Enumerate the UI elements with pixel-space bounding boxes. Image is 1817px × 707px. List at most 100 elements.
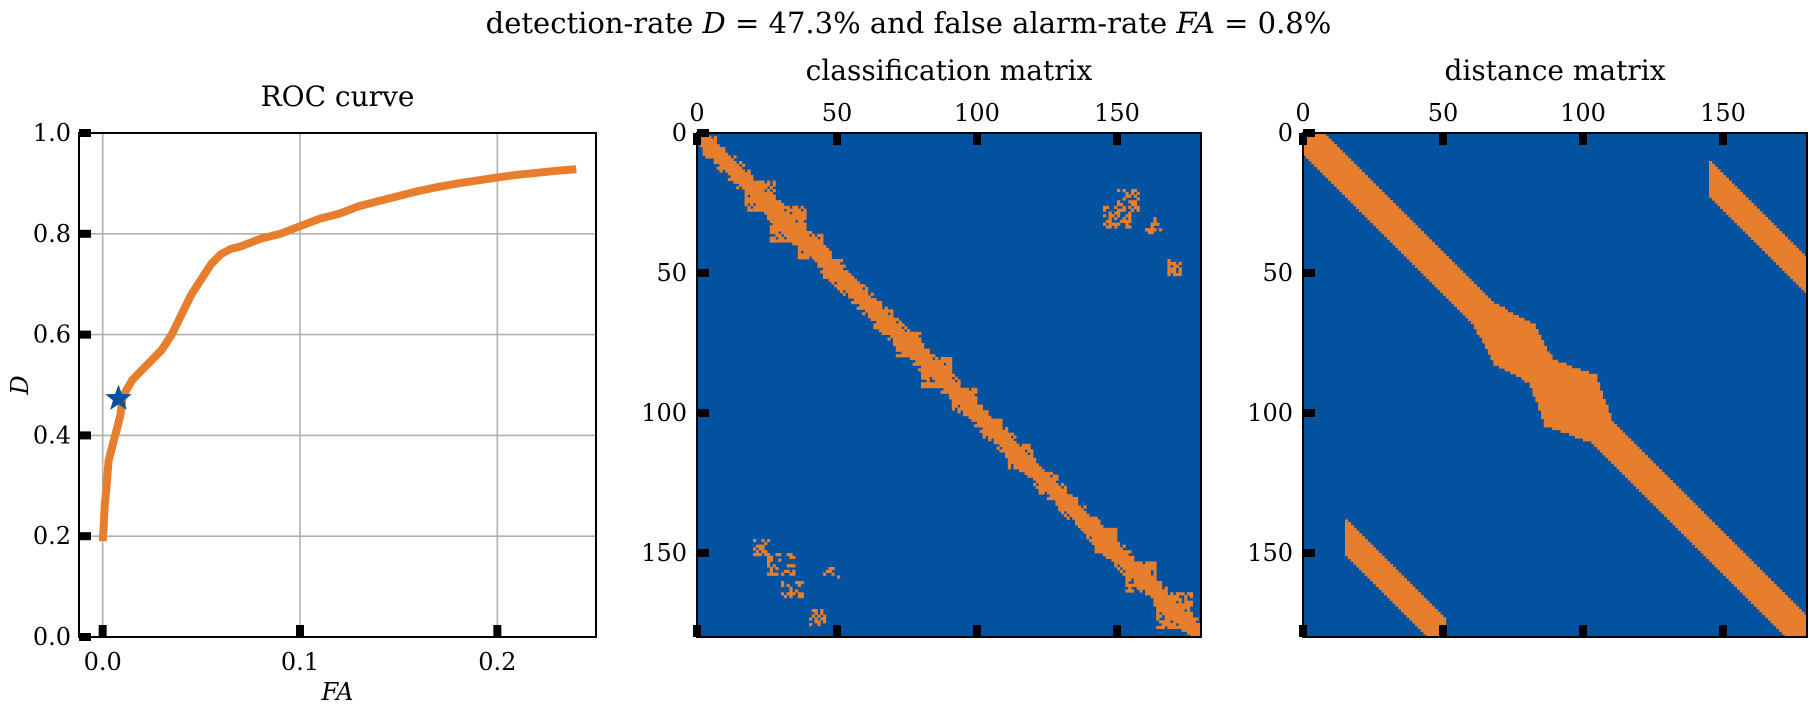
classification-matrix-cell-run [814,620,821,624]
classification-matrix-cell-run [786,592,796,596]
distance-matrix-cell-run [1742,592,1785,596]
distance-matrix-cell-run [1711,561,1755,565]
classification-matrix-cell-run [895,345,925,349]
classification-matrix-cell-run [993,438,1014,442]
classification-matrix-cell-run [1108,222,1121,226]
distance-matrix-cell-run [1367,575,1405,579]
distance-matrix-cell-run [1479,334,1542,338]
distance-matrix-cell-run [1375,225,1419,229]
distance-matrix-cell-run [1333,183,1377,187]
distance-matrix-cell-run [1476,331,1539,335]
classification-matrix-cell-run [1024,471,1053,475]
distance-matrix-cell-run [1437,287,1480,291]
classification-matrix-cell-run [971,418,1003,422]
classification-matrix-cell-run [705,155,731,159]
classification-matrix-cell-run [767,564,771,568]
distance-matrix-cell-run [1462,312,1514,316]
distance-matrix-cell-run [1625,474,1668,478]
distance-matrix-cell-run [1401,609,1438,613]
classification-matrix-cell-run [1061,483,1065,487]
classification-matrix-cell-run [792,569,796,573]
distance-matrix-cell-run [1669,519,1713,523]
distance-matrix-cell-run [1403,253,1447,257]
classification-matrix-cell-run [1072,516,1098,520]
distance-matrix-cell-run [1541,410,1609,414]
classification-matrix-cell-run [1122,544,1126,548]
classification-matrix-cell-run [1049,494,1073,498]
classification-matrix-cell-run [1187,592,1193,596]
classification-matrix-cell-run [867,315,894,319]
distance-matrix-cell-run [1345,533,1363,537]
classification-matrix-cell-run [1133,194,1137,198]
distance-matrix-cell-run [1356,564,1393,568]
classification-matrix-cell-run [895,348,930,352]
classification-matrix-cell-run [1153,603,1193,607]
distance-matrix-cell-run [1675,525,1718,529]
distance-matrix-cell-run [1532,390,1603,394]
distance-matrix-ytick-label-2: 100 [1247,399,1293,427]
distance-matrix-cell-run [1347,555,1385,559]
classification-matrix-cell-run [811,256,832,260]
classification-matrix-cell-run [979,429,1009,433]
classification-matrix-cell-run [940,390,978,394]
classification-matrix-cell-run [792,205,799,209]
distance-matrix-cell-run [1602,452,1645,456]
classification-matrix-cell-run [755,203,785,207]
distance-matrix-cell-run [1381,231,1424,235]
classification-matrix-cell-run [1105,225,1112,229]
classification-matrix-cell-run [1038,491,1045,495]
distance-matrix-ytick-label-0: 0 [1278,119,1293,147]
distance-matrix-cell-run [1745,595,1788,599]
classification-matrix-cell-run [1027,449,1034,453]
distance-matrix-cell-run [1711,197,1749,201]
distance-matrix-ytick-0 [1303,129,1315,137]
classification-matrix-cell-run [1156,606,1191,610]
classification-matrix-cell-run [786,564,796,568]
classification-matrix-cell-run [845,289,869,293]
classification-matrix-cell-run [1145,228,1157,232]
classification-matrix-cell-run [811,609,818,613]
classification-matrix-cell-run [797,256,810,260]
classification-matrix-cell-run [921,365,953,369]
distance-matrix-cell-run [1515,373,1598,377]
distance-matrix-cell-run [1504,368,1581,372]
classification-matrix-cell-run [1175,592,1185,596]
classification-matrix-cell-run [895,354,936,358]
distance-matrix-cell-run [1473,323,1536,327]
classification-matrix-cell-run [1108,214,1115,218]
classification-matrix-cell-run [887,337,891,341]
classification-matrix-cell-run [963,413,989,417]
classification-matrix-cell-run [954,376,958,380]
classification-matrix-cell-run [1122,217,1126,221]
classification-matrix-cell-run [820,236,824,240]
distance-matrix-xtick-label-2: 100 [1560,99,1606,127]
distance-matrix-cell-run [1303,147,1340,151]
classification-matrix-cell-run [753,539,757,543]
distance-matrix-cell-run [1490,357,1553,361]
distance-matrix-cell-run [1384,592,1421,596]
distance-matrix-cell-run [1529,385,1601,389]
classification-matrix-cells [697,133,1202,638]
classification-matrix-cell-run [820,609,824,613]
classification-matrix-cell-run [1145,561,1157,565]
distance-matrix-cell-run [1633,483,1676,487]
distance-matrix-cell-run [1569,432,1626,436]
distance-matrix-cell-run [1375,583,1413,587]
classification-matrix-cell-run [1181,628,1202,632]
classification-matrix-cell-run [870,292,874,296]
classification-matrix-cell-run [1153,569,1157,573]
distance-matrix-cell-run [1345,544,1374,548]
classification-matrix-cell-run [935,379,955,383]
distance-matrix-cell-run [1574,435,1629,439]
classification-matrix-cell-run [739,161,743,165]
distance-matrix-cell-run [1686,536,1729,540]
distance-matrix-cell-run [1473,326,1536,330]
classification-matrix-cell-run [918,368,953,372]
classification-matrix-cell-run [1105,555,1135,559]
distance-matrix-cell-run [1709,558,1752,562]
classification-matrix-cell-run [1117,567,1121,571]
distance-matrix-cell-run [1361,211,1405,215]
classification-matrix-cell-run [772,189,776,193]
classification-matrix-cell-run [974,424,1003,428]
classification-matrix-cell-run [1066,511,1087,515]
